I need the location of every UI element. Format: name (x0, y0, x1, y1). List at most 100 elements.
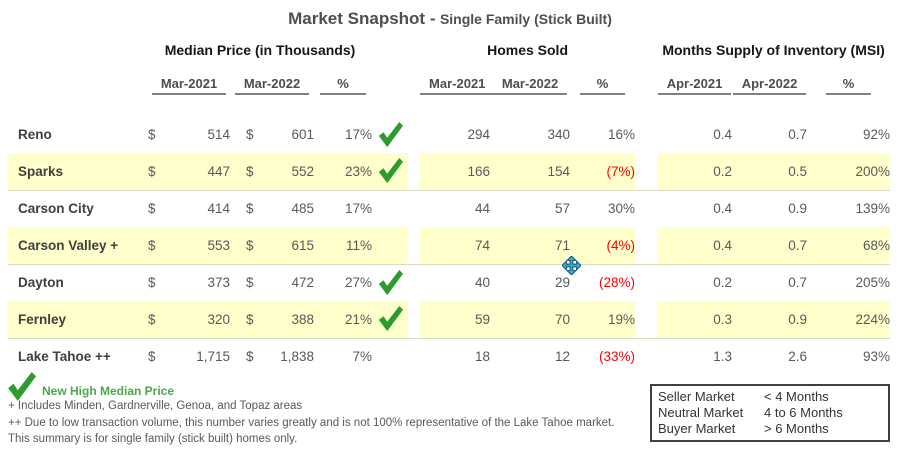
mp-pct-value: 27% (345, 275, 373, 291)
msi-pct-value: 139% (855, 201, 891, 217)
new-high-cell (372, 190, 408, 227)
gap-cell (635, 227, 658, 265)
currency-symbol: $ (230, 301, 264, 339)
gap-cell (408, 72, 420, 108)
mp-pct-value: 17% (345, 127, 373, 142)
col-label: Mar-2021 (151, 76, 227, 95)
gap-cell (408, 190, 420, 227)
new-high-note: New High Median Price (6, 372, 174, 407)
currency-symbol: $ (246, 201, 254, 217)
green-checkmark-icon (372, 158, 408, 184)
new-high-note-label: New High Median Price (42, 384, 175, 398)
mp-2022-value: 472 (291, 275, 314, 291)
hs-2022-value: 57 (555, 201, 571, 217)
msi-2021-value: 0.3 (657, 301, 733, 339)
mp-pct-value: 21% (314, 301, 373, 339)
legend-value: < 4 Months (764, 389, 829, 404)
group-median-price: Median Price (in Thousands) (164, 42, 356, 58)
page-title: Market Snapshot - Single Family (Stick B… (0, 9, 900, 29)
hs-2021-value: 18 (475, 349, 491, 365)
move-cursor-icon (561, 255, 582, 276)
legend-row-neutral: Neutral Market 4 to 6 Months (658, 405, 882, 421)
new-high-cell (372, 338, 408, 375)
gap-cell (8, 108, 890, 116)
msi-2021-value: 0.4 (657, 227, 733, 265)
col-label: Apr-2021 (657, 76, 732, 95)
mp-pct-value: 23% (314, 153, 373, 191)
hs-pct-value: (33%) (599, 349, 636, 365)
hs-2022-value: 29 (555, 275, 571, 291)
col-label: Mar-2021 (420, 76, 495, 95)
mp-2021-value: 320 (168, 301, 230, 339)
column-header-row: Mar-2021 Mar-2022 % Mar-2021 Mar-2022 % … (8, 72, 890, 108)
gap-cell (635, 301, 658, 339)
hs-pct-value: 16% (608, 127, 636, 142)
msi-2022-value: 0.9 (788, 201, 808, 217)
msi-2022-value: 0.5 (732, 153, 808, 191)
gap-cell (372, 72, 408, 108)
mp-pct-value: 11% (314, 227, 373, 265)
gap-cell (372, 38, 408, 72)
hs-2021-value: 74 (420, 227, 491, 265)
msi-2021-value: 0.2 (657, 153, 733, 191)
table-row-lake-tahoe: Lake Tahoe ++ $ 1,715 $ 1,838 7% 18 12 (… (8, 338, 890, 375)
spacer-row (8, 108, 890, 116)
market-legend-box: Seller Market < 4 Months Neutral Market … (650, 384, 890, 442)
gap-cell (8, 72, 148, 108)
currency-symbol: $ (148, 275, 156, 291)
mp-2021-value: 1,715 (196, 349, 230, 365)
col-label: Mar-2022 (492, 76, 568, 95)
new-high-cell (372, 301, 409, 339)
page-title-main: Market Snapshot - (288, 9, 436, 28)
legend-label: Seller Market (658, 389, 735, 404)
hs-2022-value: 340 (547, 127, 571, 142)
currency-symbol: $ (148, 127, 156, 142)
new-high-cell (372, 264, 408, 301)
group-header-row: Median Price (in Thousands) Homes Sold M… (8, 38, 890, 72)
gap-cell (408, 338, 420, 375)
gap-cell (408, 227, 421, 265)
legend-value: > 6 Months (764, 421, 829, 436)
mp-2021-value: 414 (207, 201, 230, 217)
gap-cell (635, 38, 657, 72)
gap-cell (408, 301, 421, 339)
gap-cell (635, 190, 657, 227)
green-checkmark-icon (6, 372, 36, 407)
legend-row-seller: Seller Market < 4 Months (658, 389, 882, 405)
msi-pct-value: 92% (863, 127, 891, 142)
group-msi: Months Supply of Inventory (MSI) (662, 42, 885, 58)
legend-value: 4 to 6 Months (764, 405, 843, 420)
gap-cell (635, 72, 657, 108)
currency-symbol: $ (230, 227, 264, 265)
row-label: Fernley (8, 301, 148, 339)
hs-2022-value: 70 (490, 301, 571, 339)
mp-2021-value: 447 (168, 153, 230, 191)
gap-cell (635, 153, 658, 191)
col-hs-mar2021: Mar-2021 (420, 72, 495, 108)
currency-symbol: $ (246, 349, 254, 365)
currency-symbol: $ (148, 153, 168, 191)
table-row-carson-city: Carson City $ 414 $ 485 17% 44 57 30% 0.… (8, 190, 890, 227)
msi-2022-value: 0.7 (732, 227, 808, 265)
table-row-dayton: Dayton $ 373 $ 472 27% 40 29 (28%) 0.2 0… (8, 264, 890, 301)
currency-symbol: $ (148, 201, 156, 217)
footnote-plus-plus: ++ Due to low transaction volume, this n… (8, 417, 615, 429)
currency-symbol: $ (148, 301, 168, 339)
mp-2022-value: 1,838 (280, 349, 314, 365)
hs-2022-value: 154 (490, 153, 571, 191)
mp-2021-value: 553 (168, 227, 230, 265)
col-mp-mar2021: Mar-2021 (148, 72, 230, 108)
currency-symbol: $ (246, 127, 254, 142)
gap-cell (8, 38, 148, 72)
msi-2022-value: 0.7 (788, 127, 808, 142)
mp-pct-value: 7% (352, 349, 373, 365)
msi-2021-value: 0.4 (713, 201, 733, 217)
gap-cell (408, 264, 420, 301)
legend-label: Neutral Market (658, 405, 744, 420)
col-label: Mar-2022 (234, 76, 310, 95)
msi-pct-value: 200% (807, 153, 891, 191)
page-title-sub: Single Family (Stick Built) (439, 11, 612, 27)
msi-pct-value: 224% (807, 301, 891, 339)
hs-2022-value: 71 (490, 227, 571, 265)
